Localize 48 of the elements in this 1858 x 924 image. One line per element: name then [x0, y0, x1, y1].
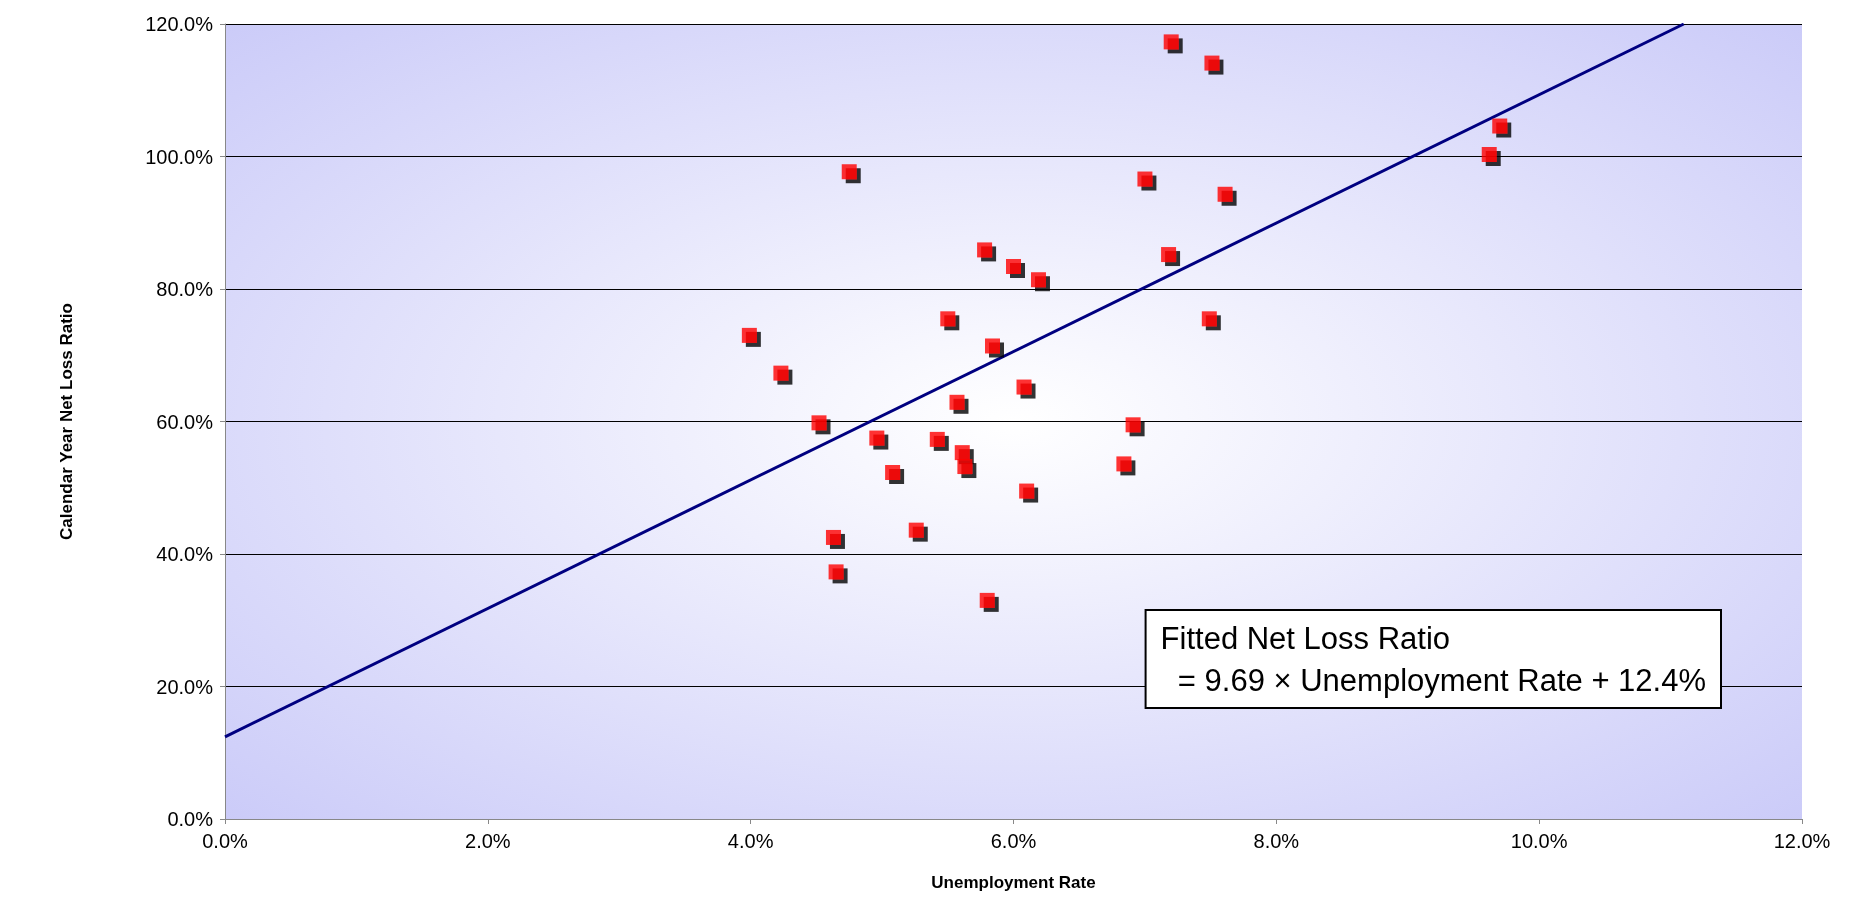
point — [984, 338, 1000, 354]
point — [1137, 171, 1153, 187]
y-tick-label: 100.0% — [145, 145, 214, 168]
x-tick-label: 12.0% — [1773, 830, 1831, 852]
point — [825, 529, 841, 545]
point — [1217, 186, 1233, 202]
point — [979, 592, 995, 608]
y-tick-label: 40.0% — [156, 543, 214, 565]
point — [1016, 379, 1032, 395]
point — [949, 394, 965, 410]
point — [1006, 258, 1021, 274]
point — [828, 564, 844, 580]
point — [1201, 311, 1217, 327]
x-tick-label: 6.0% — [990, 830, 1037, 852]
point — [885, 465, 901, 481]
point — [741, 327, 757, 343]
y-tick-label: 20.0% — [156, 675, 214, 698]
point — [811, 415, 827, 431]
y-tick-label: 0.0% — [167, 808, 214, 830]
point — [1030, 272, 1046, 288]
point — [940, 311, 956, 327]
y-tick-label: 60.0% — [156, 410, 214, 433]
point — [1481, 147, 1497, 163]
point — [1116, 456, 1132, 472]
point — [1125, 417, 1141, 433]
x-tick-label: 2.0% — [465, 830, 511, 852]
point — [1492, 118, 1508, 134]
point — [1163, 34, 1179, 50]
x-tick-label: 10.0% — [1510, 830, 1568, 852]
point — [977, 242, 993, 258]
x-tick-label: 0.0% — [202, 830, 249, 852]
point — [773, 365, 789, 381]
x-axis-title: Unemployment Rate — [931, 873, 1096, 892]
point — [908, 522, 924, 538]
annotation: Fitted Net Loss Ratio = 9.69 × Unemployment Rate + 12.4% — [1160, 620, 1706, 698]
point — [929, 431, 945, 447]
y-tick-label: 80.0% — [156, 278, 214, 300]
y-tick-label: 120.0% — [145, 13, 214, 35]
x-tick-label: 8.0% — [1253, 830, 1300, 852]
point — [869, 430, 885, 446]
point — [1204, 55, 1220, 71]
point — [841, 164, 857, 180]
point — [1019, 483, 1035, 499]
y-axis-title: Calendar Year Net Loss Ratio — [57, 303, 76, 540]
point — [957, 459, 973, 475]
point — [954, 445, 970, 461]
point — [1161, 247, 1177, 263]
x-tick-label: 4.0% — [727, 830, 774, 852]
